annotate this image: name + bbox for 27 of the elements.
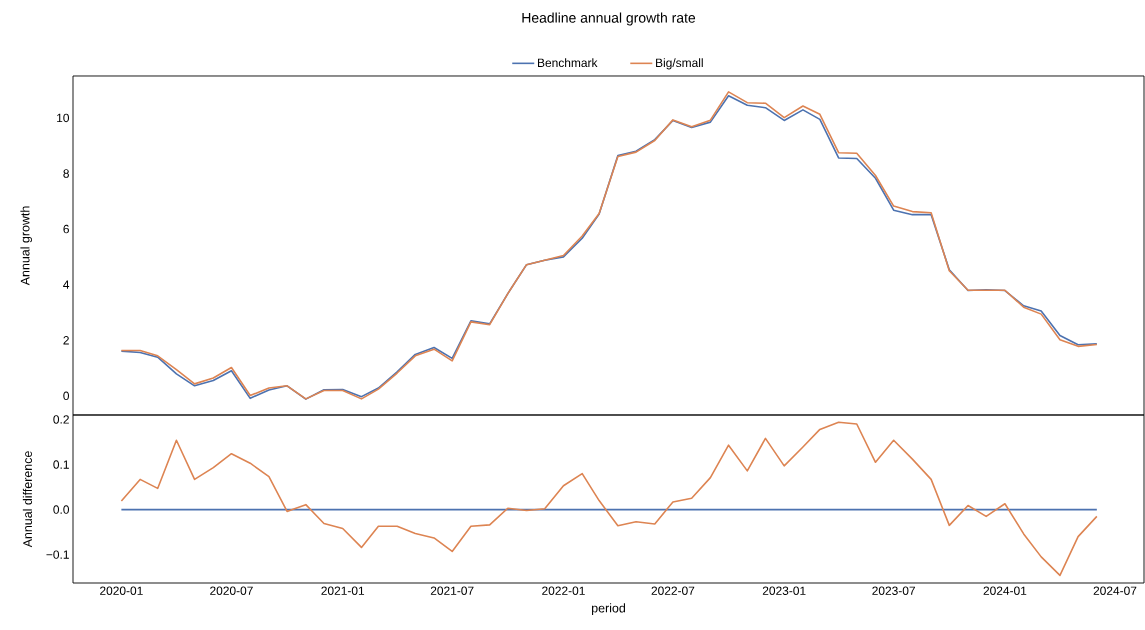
legend-label: Benchmark (538, 58, 598, 68)
x-tick-label: 2024-01 (983, 586, 1027, 595)
x-axis-title: period (591, 603, 626, 615)
y-tick-label: 8 (63, 169, 69, 178)
y-tick-label: 6 (63, 224, 69, 234)
x-tick-label: 2020-01 (100, 586, 143, 595)
line-series (120, 421, 1098, 577)
x-tick-label: 2021-07 (430, 586, 474, 595)
x-tick-label: 2022-07 (651, 586, 695, 595)
chart-title: Headline annual growth rate (522, 12, 696, 26)
y-tick-label: 0.2 (53, 415, 69, 424)
y-tick-label: 10 (57, 113, 70, 123)
y-axis-title: Annual difference (22, 451, 32, 548)
legend-label: Big/small (656, 58, 703, 70)
y-tick-label: 0.0 (53, 505, 70, 514)
x-tick-label: 2023-01 (762, 586, 806, 595)
x-tick-label: 2021-01 (321, 586, 365, 595)
x-tick-label: 2023-07 (872, 586, 915, 595)
x-tick-label: 2020-07 (210, 586, 253, 595)
y-tick-label: −0.1 (46, 550, 69, 559)
y-tick-label: 0 (63, 391, 70, 401)
y-tick-label: 4 (63, 280, 70, 289)
y-tick-label: 0.1 (53, 460, 69, 469)
y-tick-label: 2 (63, 336, 69, 345)
x-tick-label: 2024-07 (1093, 586, 1137, 595)
y-axis-title: Annual growth (20, 206, 32, 286)
x-tick-label: 2022-01 (542, 586, 585, 595)
